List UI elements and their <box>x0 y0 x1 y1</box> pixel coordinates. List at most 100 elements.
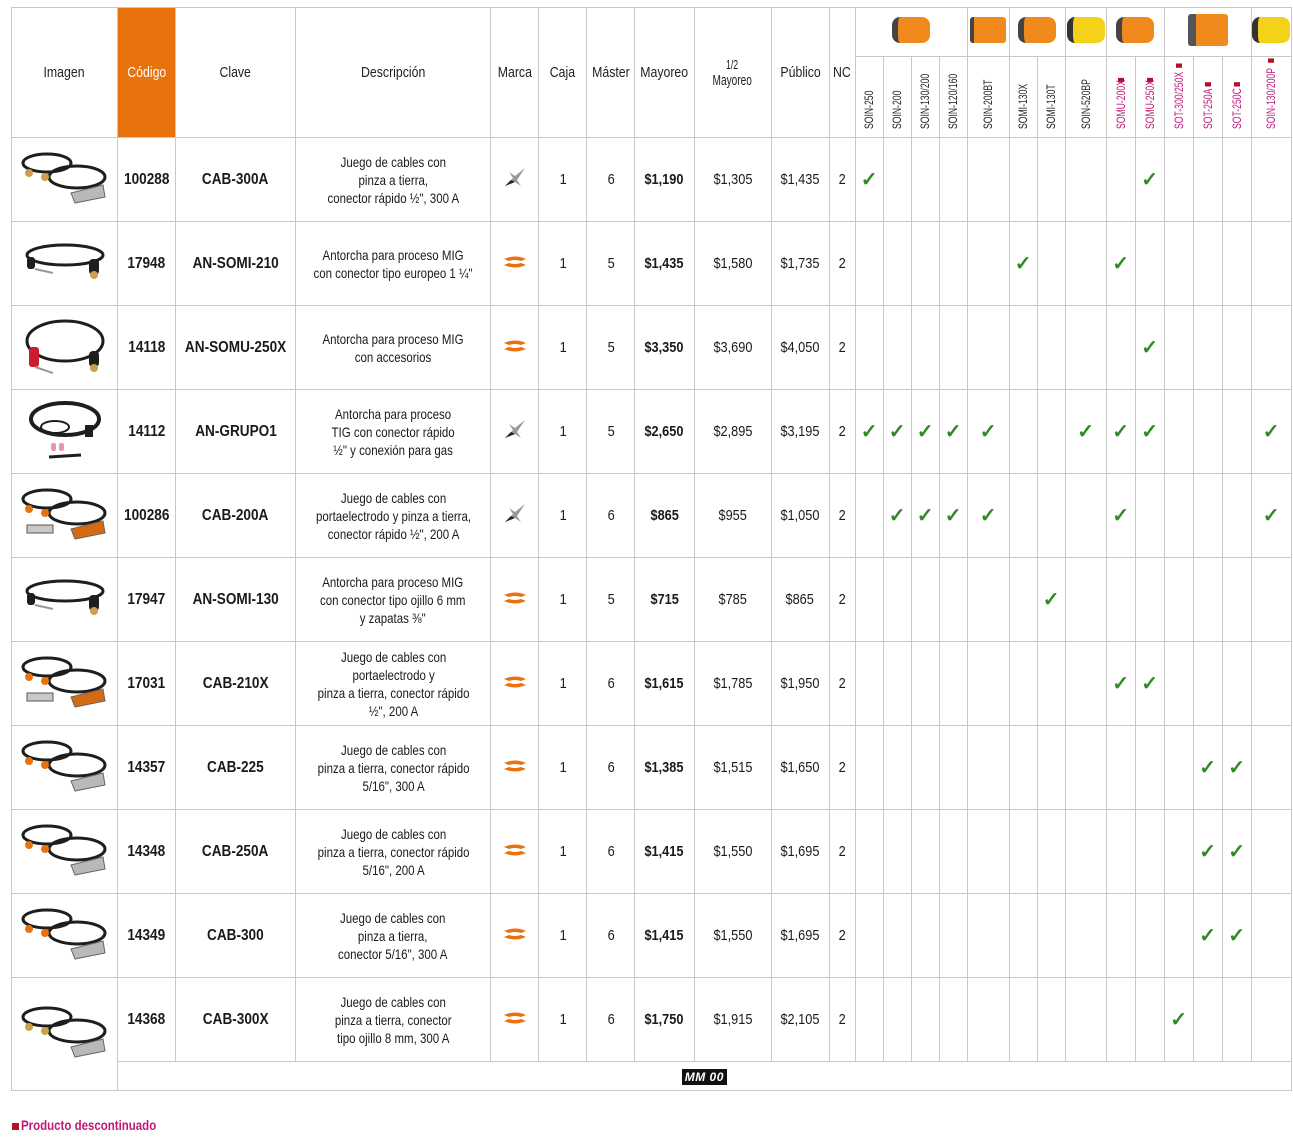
compat-cell: ✓ <box>1134 389 1165 474</box>
product-code: 17947 <box>127 590 166 608</box>
compat-cell <box>854 221 884 306</box>
compat-cell <box>1036 137 1066 222</box>
compat-cell <box>1064 305 1107 390</box>
description-line: pinza a tierra, conector rápido <box>317 843 470 860</box>
master-qty-cell: 6 <box>586 473 636 558</box>
compat-cell <box>938 809 968 894</box>
truper-logo-icon <box>503 927 527 945</box>
compat-cell: ✓ <box>1064 389 1107 474</box>
compat-cell <box>1134 221 1165 306</box>
brand-cell <box>490 977 540 1062</box>
price-mayoreo: $2,650 <box>644 423 684 440</box>
product-code: 14357 <box>127 758 166 776</box>
orange-cart-welder-icon <box>1187 14 1228 46</box>
compat-cell <box>938 977 968 1062</box>
compat-cell <box>1105 893 1136 978</box>
nc-value: 2 <box>838 1011 846 1028</box>
nc-value-cell: 2 <box>828 977 856 1062</box>
master-qty-cell: 6 <box>586 725 636 810</box>
compat-cell: ✓ <box>910 389 940 474</box>
checkmark-icon: ✓ <box>1262 421 1280 443</box>
product-description: Juego de cables con pinza a tierra, conect… <box>338 909 447 963</box>
header-nc-label: NC <box>833 64 851 81</box>
price-mayoreo: $1,435 <box>644 255 684 272</box>
compat-cell <box>966 893 1010 978</box>
description-line: Juego de cables con <box>340 648 446 665</box>
yellow-multiprocess-welder-icon <box>1252 17 1291 43</box>
product-image-cell <box>11 977 118 1091</box>
price-mayoreo-cell: $715 <box>634 557 695 642</box>
compat-cell <box>938 137 968 222</box>
master-qty: 5 <box>607 339 615 356</box>
compat-cell <box>1250 641 1292 726</box>
truper-logo-icon <box>503 759 527 777</box>
brand-cell <box>490 557 540 642</box>
nc-value-cell: 2 <box>828 473 856 558</box>
compat-cell <box>1192 641 1223 726</box>
discontinued-square-icon <box>12 1122 19 1130</box>
compat-cell <box>1064 893 1107 978</box>
compat-cell <box>1134 893 1165 978</box>
box-qty: 1 <box>559 843 567 860</box>
product-key: CAB-300X <box>202 1010 269 1028</box>
product-key-cell: AN-SOMU-250X <box>174 305 297 390</box>
mm-badge: MM 00 <box>681 1068 727 1085</box>
compat-cell <box>1008 305 1038 390</box>
compat-cell <box>1250 557 1292 642</box>
box-qty: 1 <box>559 1011 567 1028</box>
description-line: Juego de cables con <box>340 153 446 170</box>
discontinued-square-icon <box>1204 82 1211 87</box>
product-description-cell: Antorcha para proceso MIG con accesorios <box>295 305 492 390</box>
compat-cell <box>1064 473 1107 558</box>
compat-cell <box>910 137 940 222</box>
model-header: SOMU-200X <box>1105 56 1136 138</box>
product-image-cell <box>11 473 118 558</box>
compat-cell <box>910 977 940 1062</box>
price-medio-mayoreo-cell: $1,915 <box>693 977 772 1062</box>
compat-cell <box>1064 221 1107 306</box>
master-qty-cell: 5 <box>586 305 636 390</box>
checkmark-icon: ✓ <box>944 421 962 443</box>
compat-cell <box>1008 977 1038 1062</box>
compat-cell <box>882 641 912 726</box>
compat-cell: ✓ <box>938 473 968 558</box>
description-line: pinza a tierra, conector rápido <box>317 759 470 776</box>
master-qty-cell: 5 <box>586 221 636 306</box>
truper-logo-icon <box>503 255 527 273</box>
master-qty: 5 <box>607 255 615 272</box>
price-medio-mayoreo-cell: $1,580 <box>693 221 772 306</box>
product-code: 14368 <box>127 1010 166 1028</box>
checkmark-icon: ✓ <box>1077 421 1094 443</box>
model-label: SOMU-250X <box>1142 80 1157 129</box>
compat-cell <box>1192 305 1223 390</box>
price-mayoreo: $1,615 <box>644 675 684 692</box>
welding-cable-set-icon <box>12 145 117 215</box>
compat-cell: ✓ <box>1105 473 1136 558</box>
electrode-holder-cable-set-icon <box>12 481 117 551</box>
brand-cell <box>490 389 540 474</box>
compat-cell <box>910 725 940 810</box>
compat-cell <box>882 557 912 642</box>
header-clave: Clave <box>174 7 297 138</box>
compat-cell <box>1163 305 1194 390</box>
model-label: SOT-300/250X <box>1171 71 1186 129</box>
price-mayoreo-cell: $865 <box>634 473 695 558</box>
table-row: 14348 CAB-250A Juego de cables con pinza a … <box>11 809 1292 894</box>
compat-cell: ✓ <box>1221 725 1252 810</box>
price-medio-mayoreo: $1,515 <box>713 759 753 776</box>
price-publico: $2,105 <box>780 1011 820 1028</box>
compat-cell <box>1008 809 1038 894</box>
machine-group-0 <box>854 7 968 57</box>
header-medio-fraction: 1/2 <box>726 56 739 72</box>
checkmark-icon: ✓ <box>1112 421 1129 443</box>
model-label: SOMI-130T <box>1044 84 1059 129</box>
compat-cell <box>1008 725 1038 810</box>
compat-cell <box>910 557 940 642</box>
compat-cell: ✓ <box>938 389 968 474</box>
compat-cell <box>910 305 940 390</box>
model-header: SOT-250A <box>1192 56 1223 138</box>
price-publico: $1,050 <box>780 507 820 524</box>
master-qty: 6 <box>607 675 615 692</box>
mig-torch-red-icon <box>12 313 117 383</box>
price-medio-mayoreo: $3,690 <box>713 339 753 356</box>
